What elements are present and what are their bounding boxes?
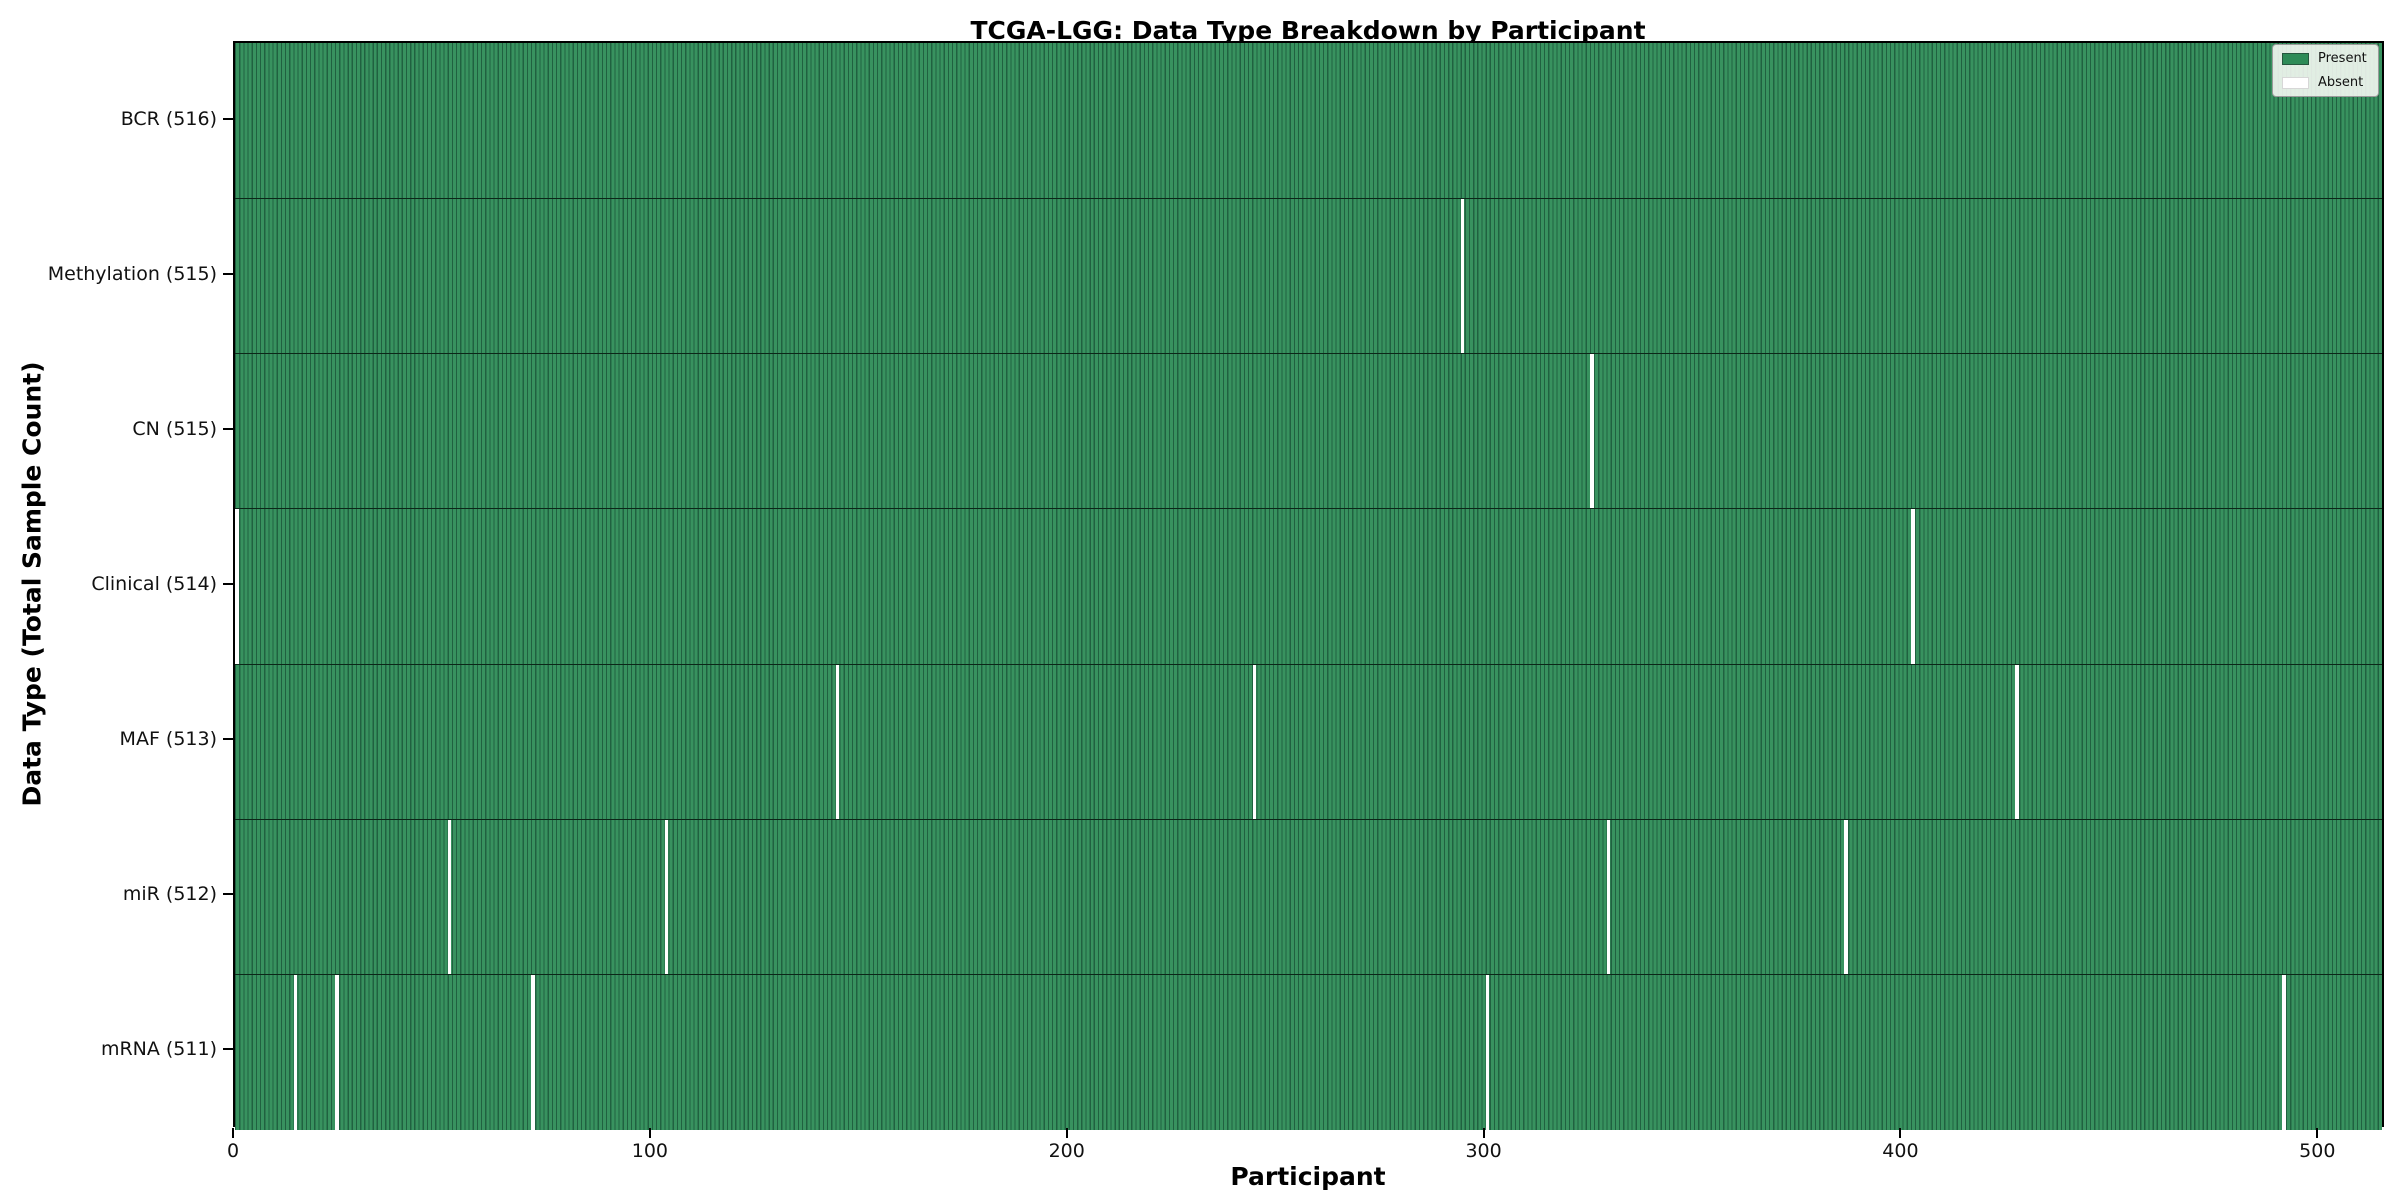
x-tick-label-200: 200 xyxy=(1048,1140,1085,1162)
x-tick-mark-0 xyxy=(232,1128,234,1138)
absent-gap-mRNA-71 xyxy=(531,974,535,1130)
y-tick-label-miR: miR (512) xyxy=(122,883,217,906)
row-band-Clinical xyxy=(235,508,2382,665)
legend-label-present: Present xyxy=(2318,51,2367,66)
y-tick-label-Methylation: Methylation (515) xyxy=(47,262,217,285)
y-tick-label-BCR: BCR (516) xyxy=(120,107,217,130)
absent-gap-miR-103 xyxy=(664,819,669,975)
present-swatch-icon xyxy=(2282,52,2309,65)
y-tick-mark-Methylation xyxy=(223,272,233,275)
chart-title: TCGA-LGG: Data Type Breakdown by Partici… xyxy=(970,16,1646,45)
y-tick-label-Clinical: Clinical (514) xyxy=(91,573,217,595)
absent-gap-mRNA-300 xyxy=(1485,974,1490,1130)
y-tick-mark-miR xyxy=(223,893,233,896)
x-tick-mark-300 xyxy=(1482,1128,1485,1138)
absent-gap-miR-386 xyxy=(1844,819,1848,975)
row-band-miR xyxy=(235,818,2382,975)
y-tick-mark-mRNA xyxy=(223,1048,233,1051)
row-band-MAF xyxy=(235,663,2382,820)
x-tick-mark-100 xyxy=(648,1128,651,1138)
y-tick-label-CN: CN (515) xyxy=(132,417,217,440)
y-tick-mark-MAF xyxy=(223,738,233,741)
absent-gap-MAF-144 xyxy=(835,664,840,820)
x-tick-label-0: 0 xyxy=(226,1140,240,1162)
y-tick-mark-CN xyxy=(223,427,233,430)
x-tick-label-500: 500 xyxy=(2299,1140,2336,1162)
absent-gap-miR-329 xyxy=(1606,819,1611,975)
absent-swatch-icon xyxy=(2282,76,2309,89)
absent-gap-mRNA-24 xyxy=(335,974,339,1130)
row-band-Methylation xyxy=(235,198,2382,355)
legend-entry-present: Present xyxy=(2282,52,2369,65)
y-tick-label-MAF: MAF (513) xyxy=(119,728,217,751)
x-tick-mark-200 xyxy=(1065,1128,1068,1138)
legend-entry-absent: Absent xyxy=(2282,76,2369,89)
row-band-BCR xyxy=(235,43,2382,199)
x-tick-label-400: 400 xyxy=(1882,1140,1919,1162)
absent-gap-MAF-427 xyxy=(2015,664,2019,820)
y-tick-mark-Clinical xyxy=(223,583,233,585)
x-tick-mark-500 xyxy=(2316,1128,2319,1138)
legend-label-absent: Absent xyxy=(2318,75,2364,90)
plot-area xyxy=(233,41,2384,1130)
x-tick-mark-400 xyxy=(1899,1128,1902,1138)
absent-gap-MAF-244 xyxy=(1252,664,1256,820)
x-tick-label-100: 100 xyxy=(631,1140,668,1162)
absent-gap-Clinical-402 xyxy=(1911,509,1915,665)
x-axis-label: Participant xyxy=(1230,1162,1386,1191)
legend: Present Absent xyxy=(2272,44,2379,97)
absent-gap-mRNA-491 xyxy=(2282,974,2286,1130)
y-tick-mark-BCR xyxy=(223,117,233,120)
absent-gap-CN-325 xyxy=(1590,354,1594,510)
absent-gap-mRNA-14 xyxy=(293,974,298,1130)
absent-gap-miR-51 xyxy=(447,819,452,975)
absent-gap-Methylation-294 xyxy=(1460,199,1465,355)
x-tick-label-300: 300 xyxy=(1465,1140,1502,1162)
row-band-CN xyxy=(235,353,2382,510)
y-tick-label-mRNA: mRNA (511) xyxy=(100,1038,217,1061)
absent-gap-Clinical-0 xyxy=(235,509,239,665)
row-band-mRNA xyxy=(235,973,2382,1130)
